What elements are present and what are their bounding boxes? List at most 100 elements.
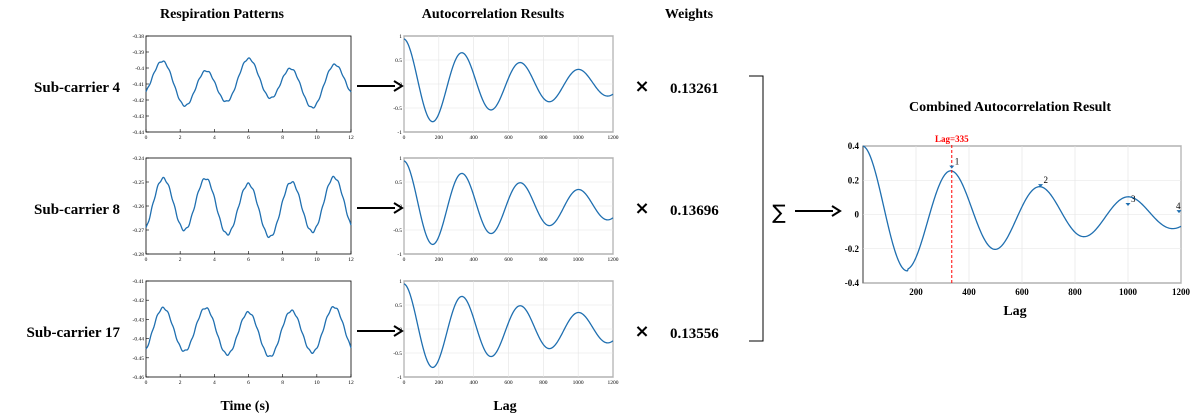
x-tick-label: 12	[348, 135, 354, 141]
y-tick-label: -0.5	[393, 228, 402, 234]
x-tick-label: 600	[504, 380, 513, 386]
x-tick-label: 400	[470, 257, 479, 263]
y-tick-label: -1	[397, 252, 402, 258]
x-tick-label: 200	[909, 287, 923, 297]
x-tick-label: 1200	[1172, 287, 1191, 297]
header-respiration: Respiration Patterns	[160, 7, 285, 22]
y-tick-label: -0.42	[133, 298, 145, 304]
xlabel-lag: Lag	[493, 399, 516, 414]
y-tick-label: 0	[399, 82, 402, 88]
x-tick-label: 2	[179, 135, 182, 141]
multiply-icon: ×	[634, 321, 649, 342]
sum-bracket	[749, 75, 764, 342]
y-tick-label: -0.45	[133, 356, 145, 362]
row-label: Sub-carrier 4	[34, 80, 120, 96]
header-combined: Combined Autocorrelation Result	[909, 100, 1111, 115]
y-tick-label: -0.39	[133, 50, 145, 56]
respiration-plot: -0.41 -0.42 -0.43 -0.44 -0.45 -0.460 2 4 6 8 10 12	[133, 279, 354, 386]
x-tick-label: 8	[281, 135, 284, 141]
x-tick-label: 4	[213, 380, 216, 386]
weight-value: 0.13261	[670, 81, 719, 97]
x-tick-label: 600	[1015, 287, 1029, 297]
x-tick-label: 1200	[608, 257, 619, 263]
autocorrelation-plot: 10.50-0.5-10 200 400 600 800 1000 1200	[393, 34, 618, 141]
x-tick-label: 800	[1068, 287, 1082, 297]
respiration-series-line	[145, 175, 352, 239]
row-label: Sub-carrier 17	[27, 325, 121, 341]
x-tick-label: 0	[145, 257, 148, 263]
respiration-series-line	[145, 305, 352, 358]
x-tick-label: 800	[539, 380, 548, 386]
x-tick-label: 1000	[573, 135, 584, 141]
y-tick-label: -0.41	[133, 82, 145, 88]
respiration-plot: -0.38 -0.39 -0.4 -0.41 -0.42 -0.43 -0.440 2 4 6 8 1…	[133, 34, 354, 141]
sub-carrier-row: Sub-carrier 8-0.24-0.25-0.26-0.27-0.280 2…	[34, 156, 719, 263]
peak-marker	[1125, 202, 1131, 206]
x-tick-label: 800	[539, 135, 548, 141]
y-tick-label: -0.43	[133, 114, 145, 120]
y-tick-label: 0.5	[395, 180, 402, 186]
x-tick-label: 200	[435, 380, 444, 386]
y-tick-label: 0	[855, 210, 860, 220]
y-tick-label: -1	[397, 130, 402, 136]
x-tick-label: 1200	[608, 135, 619, 141]
combined-chart: 200 400 600 800 1000 1200 0.4 0.2 0 -0.2 -0.4 Lag=3…	[845, 134, 1191, 297]
y-tick-label: 0.5	[395, 58, 402, 64]
y-tick-label: 0.2	[848, 175, 860, 185]
y-tick-label: -0.28	[133, 252, 145, 258]
y-tick-label: -0.41	[133, 279, 145, 285]
x-tick-label: 0	[403, 135, 406, 141]
x-tick-label: 200	[435, 135, 444, 141]
x-tick-label: 1000	[1119, 287, 1138, 297]
sub-carrier-row: Sub-carrier 4-0.38-0.39-0.4-0.41-0.42-0.…	[34, 34, 719, 141]
lag-annotation: Lag=335	[935, 134, 969, 144]
weight-value: 0.13696	[670, 203, 719, 219]
autocorrelation-plot: 10.50-0.5-10 200 400 600 800 1000 1200	[393, 156, 618, 263]
y-tick-label: -0.43	[133, 317, 145, 323]
y-tick-label: 0.5	[395, 303, 402, 309]
x-tick-label: 6	[247, 257, 250, 263]
y-tick-label: 0.4	[848, 141, 860, 151]
autocorrelation-plot: 10.50-0.5-10 200 400 600 800 1000 1200	[393, 279, 618, 386]
x-tick-label: 4	[213, 135, 216, 141]
row-arrow	[357, 202, 404, 214]
row-label: Sub-carrier 8	[34, 202, 120, 218]
y-tick-label: -0.25	[133, 180, 145, 186]
combined-series-line	[862, 145, 1182, 272]
x-tick-label: 600	[504, 135, 513, 141]
x-tick-label: 10	[314, 135, 320, 141]
y-tick-label: -0.42	[133, 98, 145, 104]
y-tick-label: -0.4	[845, 278, 860, 288]
header-weights: Weights	[665, 7, 714, 22]
header-autocorrelation: Autocorrelation Results	[422, 7, 565, 22]
y-tick-label: -0.4	[135, 66, 144, 72]
y-tick-label: 1	[399, 34, 402, 40]
peak-label: 4	[1176, 201, 1181, 211]
y-tick-label: -0.26	[133, 204, 145, 210]
x-tick-label: 2	[179, 380, 182, 386]
y-tick-label: 0	[399, 204, 402, 210]
autocorrelation-series-line	[403, 38, 614, 123]
x-tick-label: 10	[314, 380, 320, 386]
peak-label: 2	[1044, 175, 1049, 185]
x-tick-label: 400	[470, 380, 479, 386]
y-tick-label: -0.5	[393, 106, 402, 112]
x-tick-label: 10	[314, 257, 320, 263]
peak-marker	[949, 165, 955, 169]
x-tick-label: 4	[213, 257, 216, 263]
xlabel-time: Time (s)	[220, 399, 269, 414]
sum-arrow	[795, 205, 842, 217]
peak-label: 3	[1131, 194, 1136, 204]
multiply-icon: ×	[634, 76, 649, 97]
x-tick-label: 800	[539, 257, 548, 263]
x-tick-label: 400	[470, 135, 479, 141]
x-tick-label: 6	[247, 135, 250, 141]
y-tick-label: -0.5	[393, 351, 402, 357]
y-tick-label: -0.44	[133, 337, 145, 343]
row-arrow	[357, 325, 404, 337]
x-tick-label: 6	[247, 380, 250, 386]
x-tick-label: 2	[179, 257, 182, 263]
autocorrelation-series-line	[403, 160, 614, 246]
x-tick-label: 12	[348, 257, 354, 263]
